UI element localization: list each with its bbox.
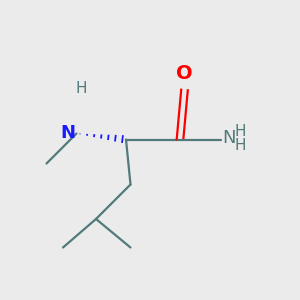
Text: N: N xyxy=(222,129,236,147)
Text: H: H xyxy=(75,81,87,96)
Text: H: H xyxy=(235,124,246,139)
Text: H: H xyxy=(235,138,246,153)
Text: N: N xyxy=(60,124,75,142)
Text: O: O xyxy=(176,64,193,83)
